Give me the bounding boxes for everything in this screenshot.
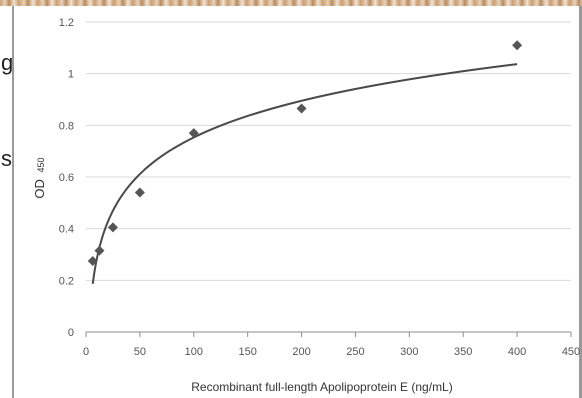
trendline bbox=[91, 63, 518, 285]
y-axis-title-subscript: 450 bbox=[36, 157, 46, 172]
x-tick-label: 100 bbox=[185, 346, 203, 358]
data-point bbox=[134, 187, 145, 198]
left-text-fragment: g s bbox=[0, 6, 12, 398]
y-axis-title-main: OD bbox=[32, 179, 47, 199]
y-tick-label: 0 bbox=[68, 327, 74, 339]
log-trendline bbox=[91, 63, 518, 285]
x-tick-label: 50 bbox=[134, 346, 146, 358]
x-tick-label: 450 bbox=[562, 346, 580, 358]
right-border bbox=[579, 6, 582, 398]
y-axis-title: OD 450 bbox=[32, 157, 47, 198]
data-point bbox=[296, 103, 307, 114]
data-point bbox=[188, 128, 199, 139]
fragment-text-2: s bbox=[1, 146, 12, 171]
x-tick-label: 350 bbox=[454, 346, 472, 358]
x-tick-label: 0 bbox=[83, 346, 89, 358]
y-tick-label: 1 bbox=[68, 69, 74, 81]
data-points bbox=[87, 40, 523, 266]
x-tick-label: 250 bbox=[346, 346, 364, 358]
data-point bbox=[512, 40, 523, 51]
x-tick-label: 400 bbox=[508, 346, 526, 358]
left-border bbox=[12, 6, 14, 398]
y-tick-label: 0.6 bbox=[59, 172, 74, 184]
axes bbox=[85, 331, 572, 337]
y-tick-label: 0.4 bbox=[59, 224, 74, 236]
y-tick-labels: 0 0.2 0.4 0.6 0.8 1 1.2 bbox=[59, 17, 74, 339]
x-axis-title: Recombinant full-length Apolipoprotein E… bbox=[191, 380, 452, 394]
x-tick-label: 150 bbox=[238, 346, 256, 358]
x-tick-label: 300 bbox=[400, 346, 418, 358]
data-point bbox=[87, 255, 98, 266]
y-tick-label: 0.8 bbox=[59, 120, 74, 132]
fragment-text-1: g bbox=[1, 50, 12, 75]
y-tick-label: 1.2 bbox=[59, 17, 74, 29]
y-tick-label: 0.2 bbox=[59, 275, 74, 287]
x-tick-labels: 0 50 100 150 200 250 300 350 400 450 bbox=[83, 346, 580, 358]
data-point bbox=[107, 222, 118, 233]
image-top-strip bbox=[0, 0, 582, 6]
x-tick-label: 200 bbox=[292, 346, 310, 358]
data-point bbox=[94, 245, 105, 256]
grid-lines bbox=[86, 21, 571, 281]
